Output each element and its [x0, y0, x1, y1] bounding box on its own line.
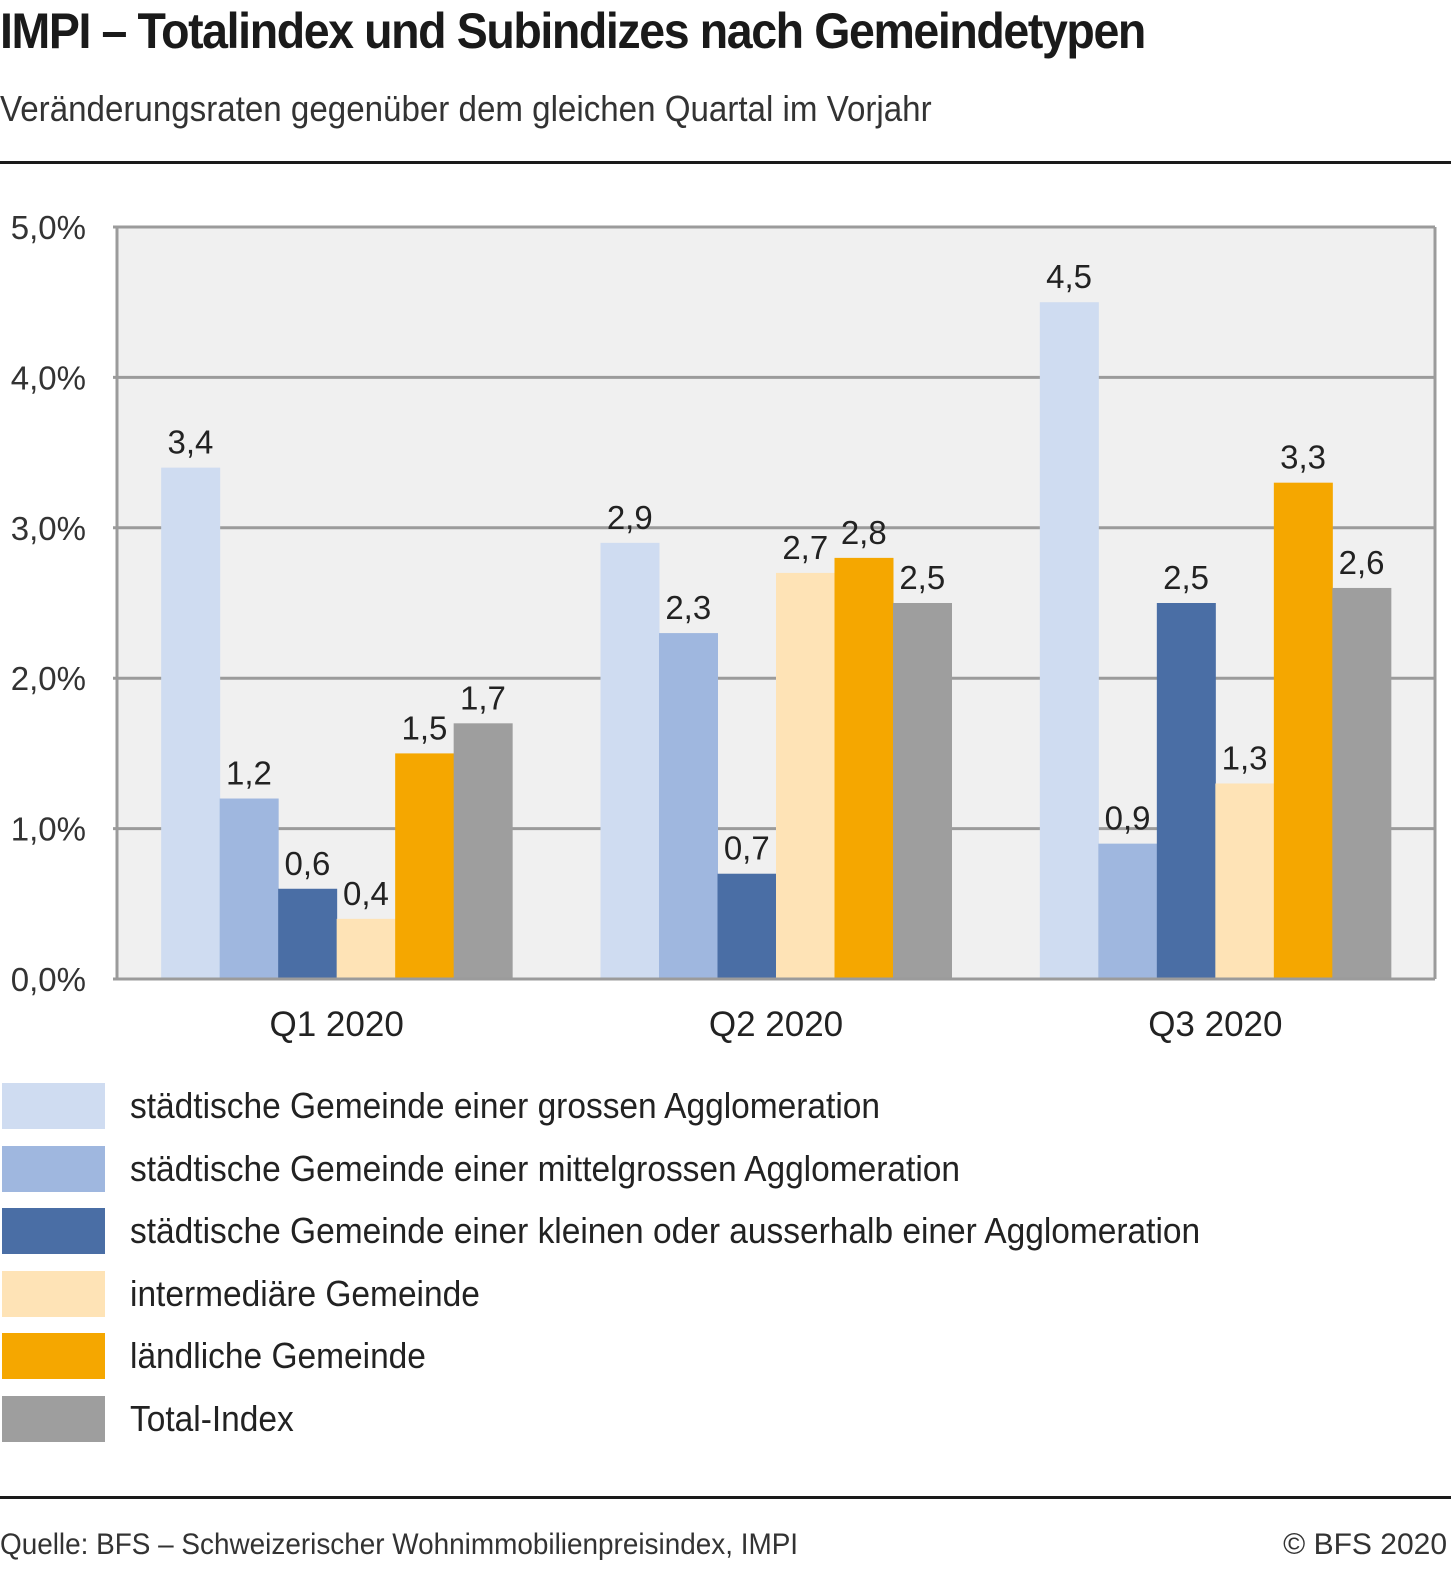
legend-swatch	[2, 1396, 105, 1442]
bar	[1156, 603, 1216, 979]
bar-chart: 0,0% 1,0% 2,0% 3,0% 4,0% 5,0% 3,4 1,2 0,6 0,4 1,5…	[11, 209, 1437, 1044]
x-tick-label: Q3 2020	[1148, 1005, 1282, 1044]
data-label: 4,5	[1046, 258, 1092, 295]
legend-swatch	[2, 1333, 105, 1380]
y-tick-label: 3,0%	[11, 510, 86, 547]
data-label: 2,5	[1163, 559, 1209, 596]
data-label: 0,6	[284, 845, 330, 882]
data-label: 3,3	[1280, 439, 1326, 476]
legend-item: städtische Gemeinde einer mittelgrossen …	[0, 1145, 1451, 1192]
bar	[219, 798, 279, 979]
bar	[1098, 843, 1158, 979]
x-tick-label: Q1 2020	[270, 1005, 404, 1044]
data-label: 2,6	[1339, 544, 1385, 581]
legend-item: städtische Gemeinde einer grossen Agglom…	[0, 1083, 1451, 1129]
copyright: © BFS 2020	[1283, 1528, 1447, 1561]
data-label: 2,5	[899, 559, 945, 596]
data-label: 2,3	[665, 589, 711, 626]
bar	[893, 603, 952, 979]
bar	[161, 467, 221, 979]
legend-label: Total-Index	[130, 1398, 294, 1439]
legend-label: städtische Gemeinde einer grossen Agglom…	[130, 1085, 881, 1126]
bar	[717, 873, 777, 979]
data-label: 3,4	[167, 424, 213, 461]
bar	[1332, 587, 1392, 979]
bar	[600, 542, 660, 979]
legend-swatch	[2, 1145, 105, 1192]
data-label: 2,7	[782, 529, 828, 566]
bar	[453, 723, 513, 979]
legend-swatch	[2, 1270, 105, 1317]
legend-label: städtische Gemeinde einer kleinen oder a…	[130, 1210, 1201, 1252]
chart-title: IMPI – Totalindex und Subindizes nach Ge…	[0, 3, 1146, 59]
bar	[1215, 783, 1275, 979]
bars	[161, 302, 1392, 979]
data-label: 1,3	[1222, 739, 1268, 776]
data-label: 0,9	[1105, 800, 1151, 837]
y-tick-label: 1,0%	[11, 811, 86, 848]
legend-swatch	[2, 1083, 105, 1129]
source-note: Quelle: BFS – Schweizerischer Wohnimmobi…	[0, 1528, 799, 1561]
y-tick-label: 2,0%	[11, 660, 86, 697]
data-label: 0,4	[343, 875, 389, 912]
header-divider	[0, 161, 1451, 164]
data-label: 1,2	[226, 755, 272, 792]
bar	[659, 633, 718, 979]
y-axis: 0,0% 1,0% 2,0% 3,0% 4,0% 5,0%	[11, 209, 1437, 998]
y-tick-label: 4,0%	[11, 359, 86, 396]
legend-item: Total-Index	[0, 1396, 1451, 1442]
legend-label: ländliche Gemeinde	[130, 1335, 426, 1377]
x-tick-label: Q2 2020	[709, 1005, 843, 1044]
y-tick-label: 5,0%	[11, 209, 86, 246]
chart-subtitle: Veränderungsraten gegenüber dem gleichen…	[0, 88, 932, 129]
bar	[395, 753, 455, 979]
legend-item: ländliche Gemeinde	[0, 1333, 1451, 1380]
data-label: 1,5	[401, 709, 447, 746]
legend-swatch	[2, 1208, 105, 1255]
bar	[278, 888, 338, 979]
legend-label: intermediäre Gemeinde	[130, 1272, 480, 1314]
bar	[834, 557, 894, 979]
x-axis: Q1 2020 Q2 2020 Q3 2020	[113, 977, 1435, 1044]
data-label: 1,7	[460, 679, 506, 716]
bar	[776, 572, 835, 979]
legend-item: intermediäre Gemeinde	[0, 1270, 1451, 1317]
data-label: 2,9	[607, 499, 653, 536]
data-label: 0,7	[724, 830, 770, 867]
legend-label: städtische Gemeinde einer mittelgrossen …	[130, 1147, 961, 1189]
bar	[1039, 302, 1099, 979]
footer-divider	[0, 1496, 1451, 1499]
bar	[1273, 482, 1333, 979]
y-tick-label: 0,0%	[11, 961, 86, 998]
legend-item: städtische Gemeinde einer kleinen oder a…	[0, 1208, 1451, 1255]
bar	[336, 918, 396, 979]
data-labels: 3,4 1,2 0,6 0,4 1,5 1,7 2,9 2,3 0,7 2,7 2,8 2,5 4,5 0…	[167, 258, 1384, 912]
data-label: 2,8	[841, 514, 887, 551]
